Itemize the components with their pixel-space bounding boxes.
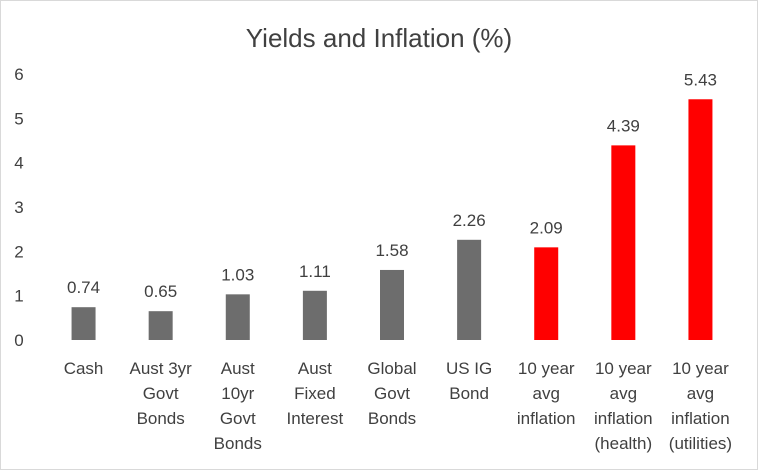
bar — [380, 269, 404, 340]
data-label: 0.65 — [144, 282, 177, 301]
x-tick-label: Govt — [374, 384, 410, 403]
y-axis: 0 1 2 3 4 5 6 — [14, 65, 23, 350]
x-tick-label: inflation — [517, 409, 576, 428]
x-axis: Cash Aust 3yr Govt Bonds Aust 10yr Govt Bonds Au… — [64, 359, 732, 453]
y-tick-label: 5 — [14, 109, 23, 128]
data-label: 1.58 — [375, 241, 408, 260]
x-tick-label: Cash — [64, 359, 104, 378]
x-tick-label: Fixed — [294, 384, 336, 403]
chart-title: Yields and Inflation (%) — [246, 23, 512, 53]
x-tick-label: (utilities) — [669, 434, 732, 453]
y-tick-label: 4 — [14, 154, 23, 173]
x-tick-label: Govt — [143, 384, 179, 403]
x-tick-label: Govt — [220, 409, 256, 428]
x-tick-label: inflation — [594, 409, 653, 428]
x-tick-label: (health) — [595, 434, 653, 453]
bar — [611, 145, 636, 340]
bar — [225, 294, 250, 340]
x-tick-label: avg — [610, 384, 637, 403]
x-tick-label: avg — [533, 384, 560, 403]
x-tick-label: inflation — [671, 409, 730, 428]
data-label: 4.39 — [607, 116, 640, 135]
y-tick-label: 6 — [14, 65, 23, 84]
y-tick-label: 2 — [14, 242, 23, 261]
bar — [534, 247, 559, 340]
data-label: 2.26 — [453, 211, 486, 230]
bar — [71, 307, 96, 340]
data-label: 0.74 — [67, 278, 100, 297]
x-tick-label: 10 year — [595, 359, 652, 378]
x-tick-label: Bonds — [137, 409, 185, 428]
x-tick-label: Bonds — [368, 409, 416, 428]
y-tick-label: 0 — [14, 331, 23, 350]
x-tick-label: 10yr — [221, 384, 254, 403]
bar — [688, 99, 713, 341]
y-tick-label: 3 — [14, 198, 23, 217]
x-tick-label: Aust — [221, 359, 255, 378]
x-tick-label: Aust 3yr — [129, 359, 192, 378]
bars — [71, 99, 713, 341]
y-tick-label: 1 — [14, 287, 23, 306]
x-tick-label: 10 year — [518, 359, 575, 378]
x-tick-label: avg — [687, 384, 714, 403]
x-tick-label: 10 year — [672, 359, 729, 378]
x-tick-label: Bonds — [214, 434, 262, 453]
data-label: 1.03 — [221, 265, 254, 284]
data-label: 1.11 — [299, 262, 331, 281]
bar — [148, 311, 173, 340]
bar — [302, 290, 327, 340]
x-tick-label: Bond — [449, 384, 489, 403]
x-tick-label: Interest — [287, 409, 344, 428]
x-tick-label: Global — [367, 359, 416, 378]
bar — [457, 239, 482, 340]
data-label: 2.09 — [530, 218, 563, 237]
data-labels: 0.74 0.65 1.03 1.11 1.58 2.26 2.09 4.39 5.43 — [67, 70, 717, 301]
data-label: 5.43 — [684, 70, 717, 89]
x-tick-label: Aust — [298, 359, 332, 378]
x-tick-label: US IG — [446, 359, 492, 378]
